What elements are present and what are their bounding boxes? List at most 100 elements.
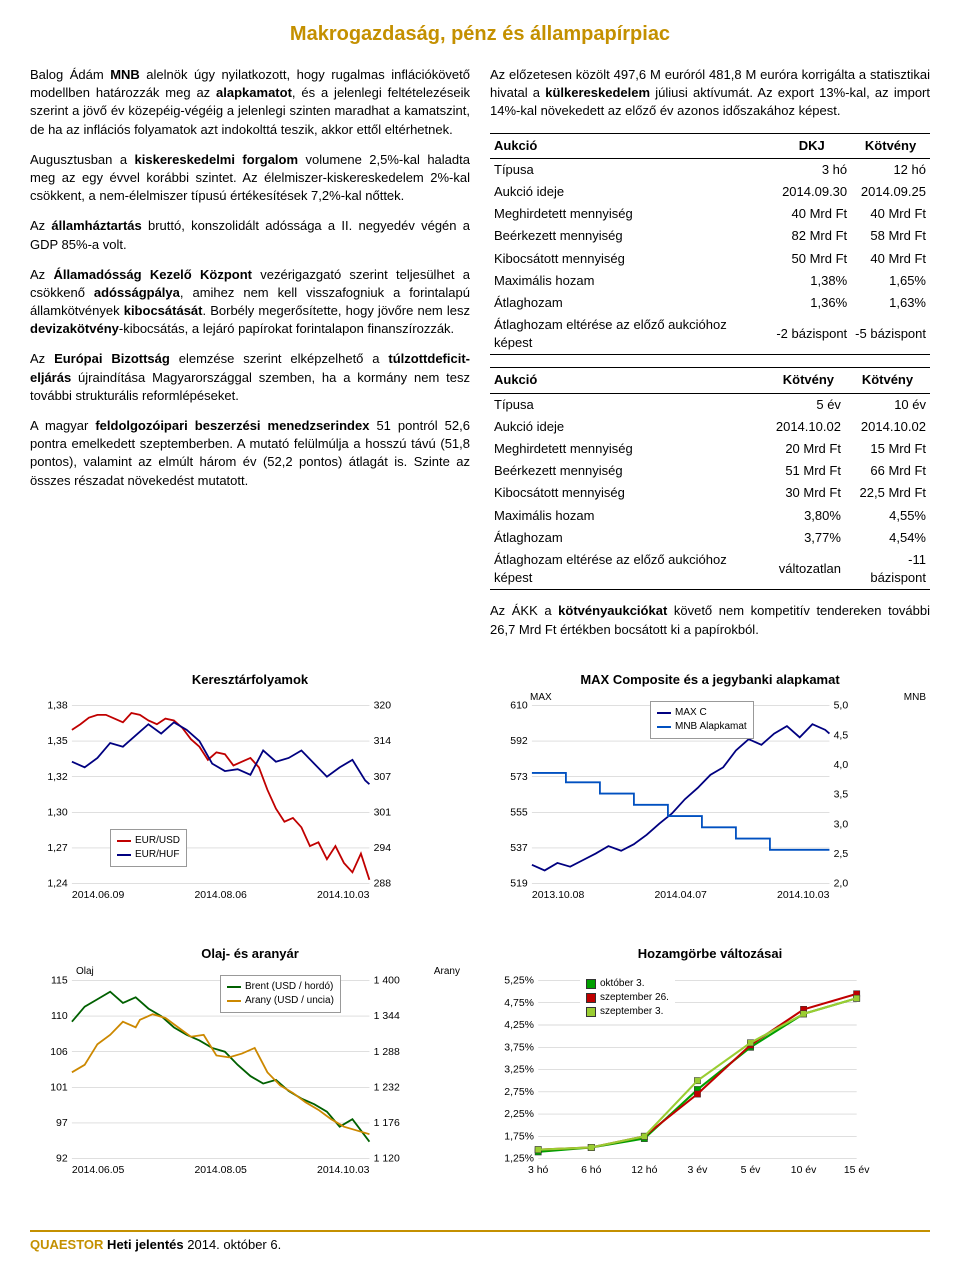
axis-label: MAX [530, 691, 552, 705]
td: 50 Mrd Ft [772, 248, 851, 270]
td: Kibocsátott mennyiség [490, 248, 772, 270]
chart-fx: Keresztárfolyamok 1,381,351,321,301,271,… [30, 671, 470, 926]
th: Kötvény [851, 133, 930, 158]
td: Átlaghozam eltérése az előző aukcióhoz k… [490, 314, 772, 355]
td: Kibocsátott mennyiség [490, 482, 772, 504]
legend-label: Brent (USD / hordó) [245, 980, 333, 994]
svg-text:2014.10.03: 2014.10.03 [777, 890, 830, 901]
svg-text:1,35: 1,35 [47, 736, 68, 747]
page-title: Makrogazdaság, pénz és állampapírpiac [30, 20, 930, 48]
para-1: Balog Ádám MNB alelnök úgy nyilatkozott,… [30, 66, 470, 139]
t: Augusztusban a [30, 152, 135, 167]
svg-text:573: 573 [510, 772, 528, 783]
th: Aukció [490, 133, 772, 158]
td: 58 Mrd Ft [851, 225, 930, 247]
chart-title: Hozamgörbe változásai [490, 945, 930, 963]
td: 2014.10.02 [845, 416, 930, 438]
svg-text:294: 294 [374, 843, 392, 854]
td: 2014.09.30 [772, 181, 851, 203]
td: 12 hó [851, 158, 930, 181]
td: Átlaghozam [490, 527, 772, 549]
legend-label: október 3. [600, 977, 644, 991]
chart-oil: Olaj- és aranyár Olaj Arany 115110106101… [30, 945, 470, 1200]
svg-text:2014.10.03: 2014.10.03 [317, 1165, 370, 1176]
svg-text:1 176: 1 176 [374, 1118, 400, 1129]
svg-text:101: 101 [50, 1082, 68, 1093]
td: Aukció ideje [490, 416, 772, 438]
para-2: Augusztusban a kiskereskedelmi forgalom … [30, 151, 470, 206]
legend-label: Arany (USD / uncia) [245, 994, 334, 1008]
td: 22,5 Mrd Ft [845, 482, 930, 504]
svg-text:555: 555 [510, 807, 528, 818]
chart-title: Olaj- és aranyár [30, 945, 470, 963]
th: Kötvény [845, 368, 930, 393]
svg-text:115: 115 [51, 975, 68, 986]
t: -kibocsátás, a lejáró papírokat forintal… [119, 321, 454, 336]
td: Beérkezett mennyiség [490, 225, 772, 247]
svg-text:2,25%: 2,25% [504, 1109, 534, 1120]
td: -11 bázispont [845, 549, 930, 590]
td: 2014.10.02 [772, 416, 845, 438]
svg-text:1 400: 1 400 [374, 975, 400, 986]
t: kiskereskedelmi forgalom [135, 152, 299, 167]
svg-text:5 év: 5 év [741, 1165, 762, 1176]
svg-text:2014.08.06: 2014.08.06 [194, 890, 247, 901]
legend-label: szeptember 3. [600, 1005, 663, 1019]
svg-text:1,27: 1,27 [47, 843, 68, 854]
t: devizakötvény [30, 321, 119, 336]
svg-text:1 120: 1 120 [374, 1153, 400, 1164]
chart-title: MAX Composite és a jegybanki alapkamat [490, 671, 930, 689]
svg-text:3 hó: 3 hó [528, 1165, 549, 1176]
svg-text:301: 301 [374, 807, 392, 818]
th: DKJ [772, 133, 851, 158]
axis-label: MNB [904, 691, 926, 705]
para-7: Az előzetesen közölt 497,6 M euróról 481… [490, 66, 930, 121]
svg-text:10 év: 10 év [791, 1165, 817, 1176]
svg-text:15 év: 15 év [844, 1165, 870, 1176]
svg-text:3,75%: 3,75% [504, 1042, 534, 1053]
svg-text:1,24: 1,24 [47, 879, 68, 890]
footer-brand: QUAESTOR [30, 1237, 103, 1252]
td: 3,80% [772, 505, 845, 527]
footer: QUAESTOR Heti jelentés 2014. október 6. [30, 1230, 930, 1254]
t: kötvényaukciókat [558, 603, 667, 618]
para-8: Az ÁKK a kötvényaukciókat követő nem kom… [490, 602, 930, 638]
t: MNB [110, 67, 140, 82]
th: Aukció [490, 368, 772, 393]
t: feldolgozóipari beszerzési menedzserinde… [95, 418, 369, 433]
t: Az [30, 267, 53, 282]
svg-text:1 288: 1 288 [374, 1046, 400, 1057]
svg-text:4,5: 4,5 [834, 730, 849, 741]
td: 2014.09.25 [851, 181, 930, 203]
t: alapkamatot [216, 85, 292, 100]
svg-text:2,0: 2,0 [834, 879, 849, 890]
legend-label: EUR/HUF [135, 848, 179, 862]
svg-text:3,25%: 3,25% [504, 1064, 534, 1075]
td: -2 bázispont [772, 314, 851, 355]
t: újraindítása Magyarországgal szemben, ha… [30, 370, 470, 403]
td: Aukció ideje [490, 181, 772, 203]
svg-text:2014.08.05: 2014.08.05 [194, 1165, 247, 1176]
td: 66 Mrd Ft [845, 460, 930, 482]
auction-table-1: AukcióDKJKötvény Típusa3 hó12 hó Aukció … [490, 133, 930, 356]
right-column: Az előzetesen közölt 497,6 M euróról 481… [490, 66, 930, 651]
td: 10 év [845, 393, 930, 416]
svg-text:4,25%: 4,25% [504, 1020, 534, 1031]
svg-text:592: 592 [510, 736, 528, 747]
td: Meghirdetett mennyiség [490, 438, 772, 460]
chart-svg: 1,381,351,321,301,271,243203143073012942… [30, 695, 470, 925]
t: Az [30, 218, 51, 233]
td: 40 Mrd Ft [851, 203, 930, 225]
svg-text:5,25%: 5,25% [504, 975, 534, 986]
legend: MAX C MNB Alapkamat [650, 701, 754, 739]
axis-label: Arany [434, 965, 460, 979]
svg-text:1,38: 1,38 [47, 700, 68, 711]
legend: október 3. szeptember 26. szeptember 3. [580, 973, 675, 1023]
td: 4,54% [845, 527, 930, 549]
left-column: Balog Ádám MNB alelnök úgy nyilatkozott,… [30, 66, 470, 651]
svg-text:307: 307 [374, 772, 392, 783]
td: 3,77% [772, 527, 845, 549]
td: 3 hó [772, 158, 851, 181]
t: külkereskedelem [545, 85, 650, 100]
td: -5 bázispont [851, 314, 930, 355]
